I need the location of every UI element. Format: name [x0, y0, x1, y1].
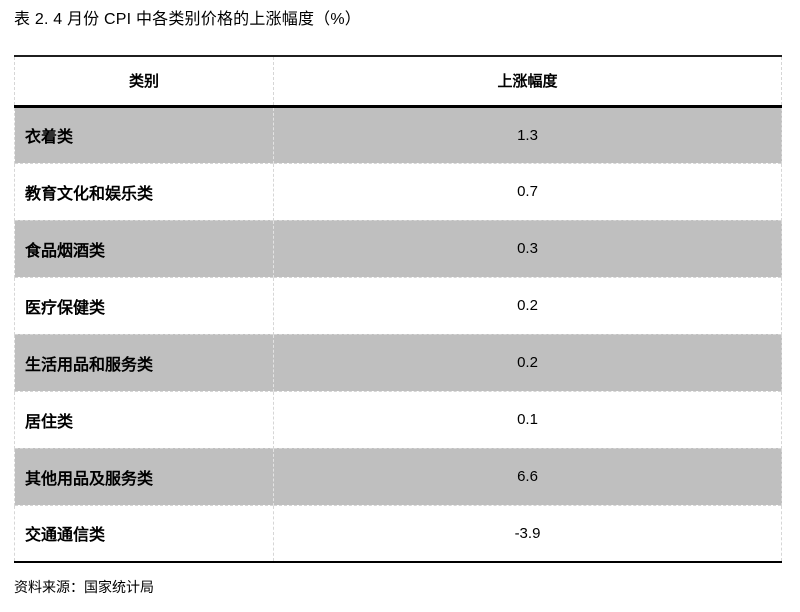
category-cell: 衣着类: [14, 106, 274, 163]
value-cell: -3.9: [273, 504, 782, 563]
category-cell: 生活用品和服务类: [14, 333, 274, 391]
table-row: 交通通信类 -3.9: [14, 504, 782, 563]
value-cell: 1.3: [273, 106, 782, 163]
value-cell: 0.1: [273, 390, 782, 448]
table-row: 其他用品及服务类 6.6: [14, 447, 782, 505]
header-value: 上涨幅度: [273, 55, 782, 108]
category-cell: 其他用品及服务类: [14, 447, 274, 505]
table-row: 医疗保健类 0.2: [14, 276, 782, 334]
category-cell: 食品烟酒类: [14, 219, 274, 277]
table-row: 食品烟酒类 0.3: [14, 219, 782, 277]
category-cell: 教育文化和娱乐类: [14, 162, 274, 220]
table-row: 生活用品和服务类 0.2: [14, 333, 782, 391]
value-cell: 6.6: [273, 447, 782, 505]
table-row: 衣着类 1.3: [14, 106, 782, 163]
table-row: 教育文化和娱乐类 0.7: [14, 162, 782, 220]
table-title: 表 2. 4 月份 CPI 中各类别价格的上涨幅度（%）: [14, 11, 361, 28]
table-row: 居住类 0.1: [14, 390, 782, 448]
category-cell: 交通通信类: [14, 504, 274, 563]
value-cell: 0.2: [273, 276, 782, 334]
table-header-row: 类别 上涨幅度: [14, 55, 782, 108]
value-cell: 0.7: [273, 162, 782, 220]
category-cell: 居住类: [14, 390, 274, 448]
value-cell: 0.2: [273, 333, 782, 391]
value-cell: 0.3: [273, 219, 782, 277]
cpi-table: 类别 上涨幅度 衣着类 1.3 教育文化和娱乐类 0.7 食品烟酒类 0.3 医…: [14, 55, 782, 563]
source-note: 资料来源：国家统计局: [14, 579, 154, 595]
header-category: 类别: [14, 55, 274, 108]
category-cell: 医疗保健类: [14, 276, 274, 334]
